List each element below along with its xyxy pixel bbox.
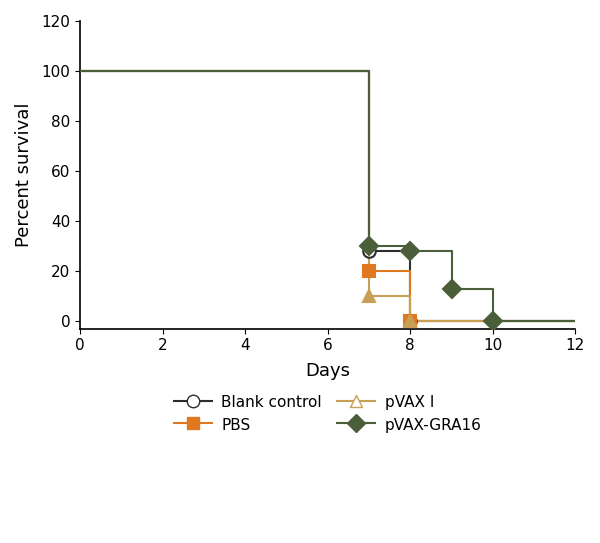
X-axis label: Days: Days xyxy=(305,362,350,380)
Y-axis label: Percent survival: Percent survival xyxy=(15,103,33,247)
Legend: Blank control, PBS, pVAX I, pVAX-GRA16: Blank control, PBS, pVAX I, pVAX-GRA16 xyxy=(168,389,488,439)
